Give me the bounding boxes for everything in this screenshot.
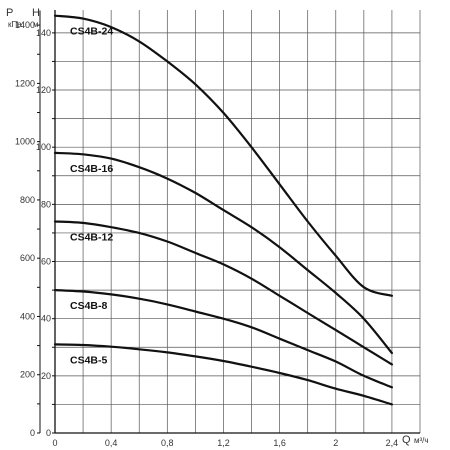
- x-tick-label: 1,2: [217, 438, 230, 448]
- series-label: CS4B-16: [70, 163, 113, 175]
- h-axis-label: H: [32, 7, 40, 19]
- p-tick-label: 800: [20, 195, 35, 205]
- p-tick-label: 400: [20, 311, 35, 321]
- h-tick-label: 140: [36, 28, 51, 38]
- chart-axes: [37, 10, 420, 434]
- q-axis-unit: м³/ч: [414, 436, 429, 445]
- chart-series: CS4B-24 CS4B-16 CS4B-12 CS4B-8 CS4B-5: [53, 14, 393, 406]
- series-label: CS4B-5: [70, 354, 108, 366]
- h-tick-label: 100: [36, 142, 51, 152]
- series-curve: [53, 151, 393, 355]
- p-tick-label: 1000: [15, 137, 35, 147]
- series-label: CS4B-24: [70, 26, 113, 38]
- series-curve: [53, 289, 393, 389]
- p-tick-label: 600: [20, 253, 35, 263]
- series-curve: [53, 343, 393, 406]
- h-tick-label: 40: [41, 314, 51, 324]
- series-curve: [53, 14, 393, 297]
- x-tick-label: 0: [52, 438, 57, 448]
- chart-grid: [54, 10, 421, 434]
- x-tick-label: 2,4: [386, 438, 399, 448]
- q-axis-label: Q: [402, 434, 411, 446]
- p-axis-label: P: [6, 7, 13, 19]
- x-tick-label: 2: [333, 438, 338, 448]
- p-tick-label: 1400: [15, 20, 35, 30]
- h-axis-unit: м: [33, 20, 39, 29]
- p-tick-label: 0: [30, 428, 35, 438]
- tick-labels: 0 0,4 0,8 1,2 1,6 2 2,402040608010012014002004…: [15, 20, 398, 448]
- series-label: CS4B-12: [70, 232, 113, 244]
- p-axis-unit: кПа: [8, 20, 22, 29]
- h-tick-label: 20: [41, 371, 51, 381]
- h-tick-label: 80: [41, 199, 51, 209]
- series-curve: [53, 220, 393, 366]
- x-tick-label: 0,4: [105, 438, 118, 448]
- h-tick-label: 120: [36, 85, 51, 95]
- p-tick-label: 200: [20, 370, 35, 380]
- x-tick-label: 1,6: [273, 438, 286, 448]
- p-tick-label: 1200: [15, 78, 35, 88]
- x-tick-label: 0,8: [161, 438, 174, 448]
- series-label: CS4B-8: [70, 300, 108, 312]
- h-tick-label: 0: [46, 428, 51, 438]
- h-tick-label: 60: [41, 257, 51, 267]
